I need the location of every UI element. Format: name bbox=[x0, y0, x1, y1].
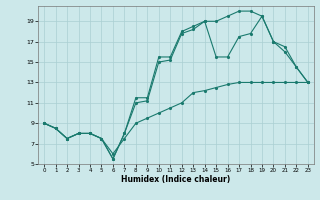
X-axis label: Humidex (Indice chaleur): Humidex (Indice chaleur) bbox=[121, 175, 231, 184]
